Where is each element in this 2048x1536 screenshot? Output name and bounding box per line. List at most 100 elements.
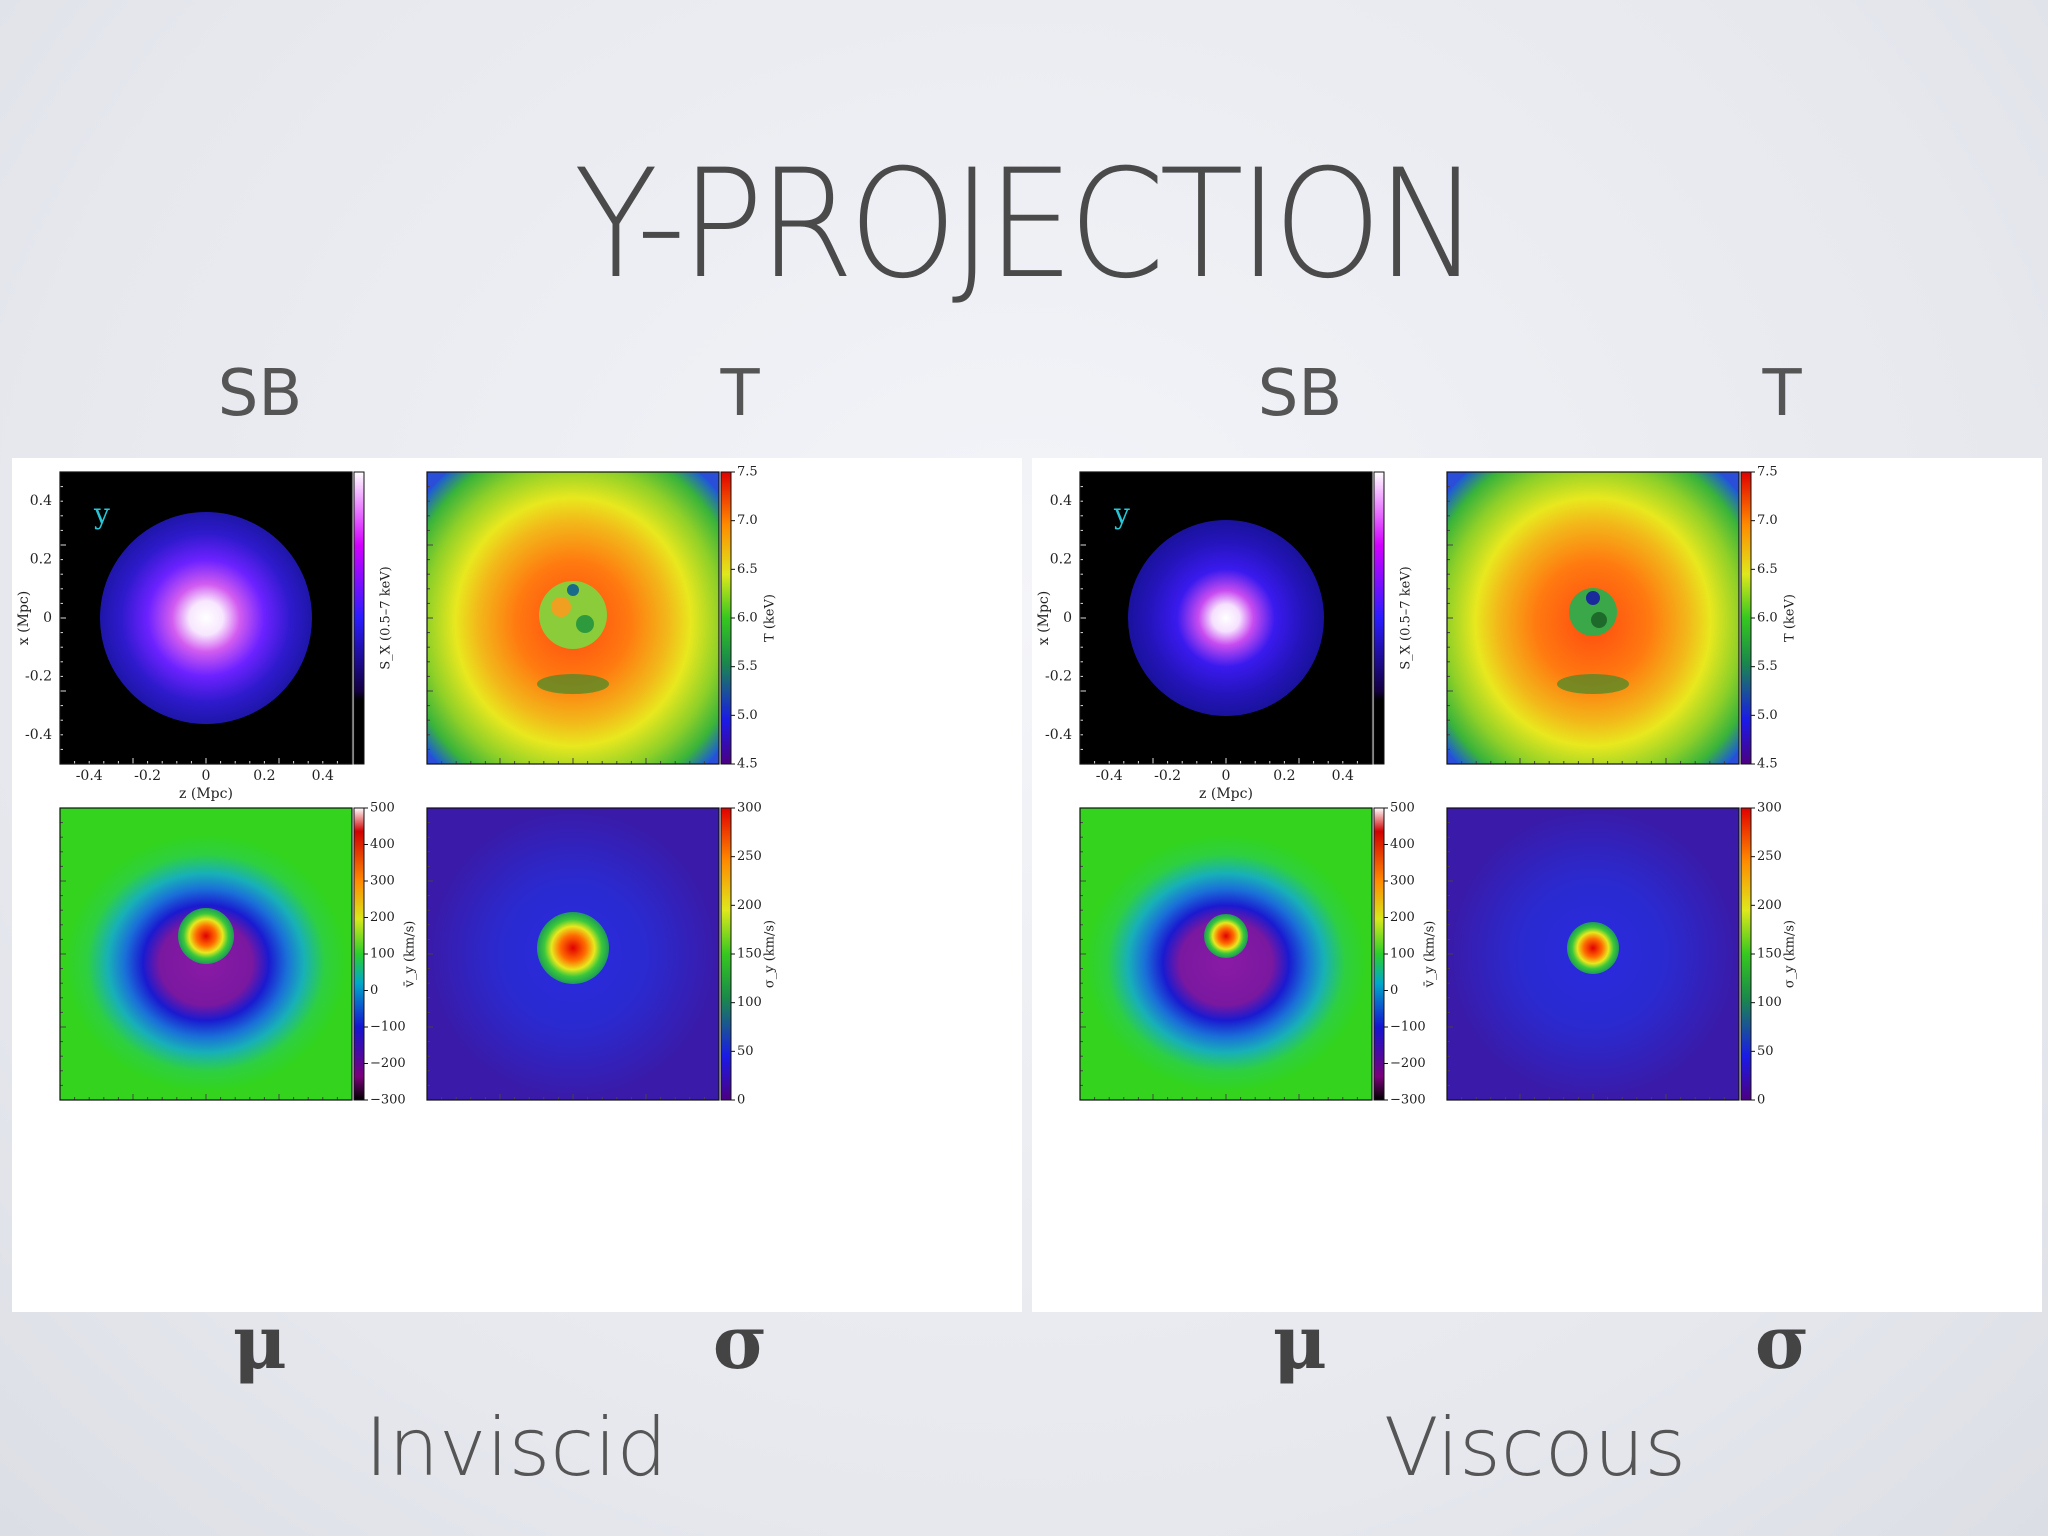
t-core-blob bbox=[576, 615, 594, 633]
row-label-mu-viscous: μ bbox=[1272, 1300, 1328, 1386]
panel-frame bbox=[1446, 471, 1740, 765]
colorbar-tick-label: 6.5 bbox=[1757, 562, 1778, 577]
figure-inviscid-svg: y -0.4 -0.2 0 0.2 0.4 0.4 0.2 0 -0.2 -0.4 z (Mpc) x … bbox=[16, 465, 778, 1108]
colorbar-label: S_X (0.5–7 keV) bbox=[379, 566, 394, 669]
colorbar-tick-label: 7.5 bbox=[1757, 465, 1778, 480]
colorbar-tick-label: 0 bbox=[1757, 1093, 1765, 1108]
y-tick-label: 0.4 bbox=[30, 493, 52, 509]
y-tick-label: 0.4 bbox=[1050, 493, 1072, 509]
colorbar-tick-label: 100 bbox=[370, 947, 395, 962]
y-tick-label: -0.2 bbox=[1045, 668, 1072, 684]
colorbar-tick-label: 6.0 bbox=[1757, 611, 1778, 626]
panel-frame bbox=[426, 807, 720, 1101]
colorbar bbox=[353, 807, 365, 1101]
colorbar-tick-label: 4.5 bbox=[737, 757, 758, 772]
y-tick-label: -0.4 bbox=[1045, 727, 1072, 743]
t-temperature-map bbox=[1447, 472, 1739, 764]
colorbar-tick-label: 0 bbox=[737, 1093, 745, 1108]
sb-cluster-emission bbox=[1128, 520, 1324, 716]
colorbar-label: T (keV) bbox=[763, 594, 778, 642]
sb-cluster-emission bbox=[100, 512, 312, 724]
column-label-sb-inviscid: SB bbox=[217, 357, 303, 431]
colorbar-tick-label: 6.5 bbox=[737, 562, 758, 577]
case-label-inviscid: Inviscid bbox=[364, 1401, 668, 1494]
colorbar bbox=[1373, 471, 1385, 765]
colorbar-label: σ_y (km/s) bbox=[763, 920, 778, 988]
sigma-core bbox=[1567, 922, 1619, 974]
t-core-blob bbox=[551, 597, 571, 617]
colorbar-tick-label: −300 bbox=[1390, 1093, 1426, 1108]
column-label-t-viscous: T bbox=[1762, 357, 1802, 431]
figure-inviscid: y -0.4 -0.2 0 0.2 0.4 0.4 0.2 0 -0.2 -0.4 z (Mpc) x … bbox=[12, 458, 1022, 1312]
x-tick-label: 0.2 bbox=[253, 768, 275, 784]
t-core-blob bbox=[1586, 591, 1600, 605]
t-panel-inviscid bbox=[427, 472, 719, 764]
panel-frame bbox=[1079, 471, 1373, 765]
y-tick-label: 0 bbox=[1063, 610, 1072, 626]
colorbar-tick-label: 400 bbox=[370, 837, 395, 852]
mu-velocity-map bbox=[1086, 835, 1366, 1091]
x-axis-label: z (Mpc) bbox=[1199, 786, 1253, 802]
row-label-sigma-viscous: σ bbox=[1754, 1300, 1810, 1386]
colorbar-tick-label: 100 bbox=[1757, 995, 1782, 1010]
case-label-viscous: Viscous bbox=[1383, 1401, 1687, 1494]
x-tick-label: 0.4 bbox=[1332, 768, 1354, 784]
x-tick-label: 0 bbox=[202, 768, 211, 784]
y-tick-label: 0 bbox=[43, 610, 52, 626]
colorbar-tick-label: −300 bbox=[370, 1093, 406, 1108]
colorbar-label: v̄_y (km/s) bbox=[403, 921, 418, 989]
colorbar-tick-label: 250 bbox=[737, 849, 762, 864]
colorbar-tick-label: −200 bbox=[370, 1056, 406, 1071]
figure-viscous: y -0.4 -0.2 0 0.2 0.4 0.4 0.2 0 -0.2 -0.4 z (Mpc) x … bbox=[1032, 458, 2042, 1312]
colorbar-label: T (keV) bbox=[1783, 594, 1798, 642]
mu-panel-viscous bbox=[1080, 808, 1372, 1100]
y-tick-label: -0.4 bbox=[25, 727, 52, 743]
colorbar-tick-label: 300 bbox=[1390, 874, 1415, 889]
colorbar-tick-label: 4.5 bbox=[1757, 757, 1778, 772]
colorbar bbox=[1373, 807, 1385, 1101]
colorbar-tick-label: −200 bbox=[1390, 1056, 1426, 1071]
panel-frame bbox=[59, 471, 353, 765]
y-axis-label: x (Mpc) bbox=[16, 591, 32, 645]
colorbar-tick-label: 5.5 bbox=[1757, 659, 1778, 674]
colorbar-tick-label: 5.5 bbox=[737, 659, 758, 674]
x-tick-label: -0.4 bbox=[76, 768, 103, 784]
colorbar bbox=[1740, 807, 1752, 1101]
colorbar-tick-label: 6.0 bbox=[737, 611, 758, 626]
projection-label-viscous: y bbox=[1113, 498, 1130, 531]
t-cold-band bbox=[537, 674, 609, 694]
x-tick-label: -0.2 bbox=[1154, 768, 1181, 784]
sb-panel-inviscid bbox=[60, 472, 352, 764]
column-label-t-inviscid: T bbox=[720, 357, 760, 431]
panel-frame bbox=[426, 471, 720, 765]
colorbar-label: v̄_y (km/s) bbox=[1423, 921, 1438, 989]
sigma-core bbox=[537, 912, 609, 984]
colorbar-tick-label: 200 bbox=[1390, 910, 1415, 925]
t-core-blob bbox=[567, 584, 579, 596]
colorbar-tick-label: 0 bbox=[370, 983, 378, 998]
x-axis-label: z (Mpc) bbox=[179, 786, 233, 802]
t-cold-band bbox=[1557, 674, 1629, 694]
panel-frame bbox=[59, 807, 353, 1101]
colorbar-tick-label: 300 bbox=[370, 874, 395, 889]
colorbar-tick-label: 7.5 bbox=[737, 465, 758, 480]
colorbar-tick-label: 500 bbox=[1390, 801, 1415, 816]
colorbar-tick-label: 300 bbox=[1757, 801, 1782, 816]
row-label-sigma-inviscid: σ bbox=[712, 1300, 768, 1386]
t-panel-viscous bbox=[1447, 472, 1739, 764]
colorbar-tick-label: 200 bbox=[1757, 898, 1782, 913]
colorbar-tick-label: 200 bbox=[737, 898, 762, 913]
colorbar-tick-label: 50 bbox=[737, 1044, 754, 1059]
colorbar-tick-label: 7.0 bbox=[1757, 513, 1778, 528]
colorbar-tick-label: 400 bbox=[1390, 837, 1415, 852]
colorbar-tick-label: 100 bbox=[1390, 947, 1415, 962]
mu-panel-inviscid bbox=[60, 808, 352, 1100]
colorbar bbox=[720, 471, 732, 765]
colorbar-tick-label: 5.0 bbox=[737, 708, 758, 723]
colorbar-label: σ_y (km/s) bbox=[1783, 920, 1798, 988]
x-tick-label: 0.2 bbox=[1273, 768, 1295, 784]
panel-frame bbox=[1446, 807, 1740, 1101]
x-tick-label: -0.2 bbox=[134, 768, 161, 784]
sigma-panel-viscous bbox=[1447, 808, 1739, 1100]
colorbar bbox=[720, 807, 732, 1101]
